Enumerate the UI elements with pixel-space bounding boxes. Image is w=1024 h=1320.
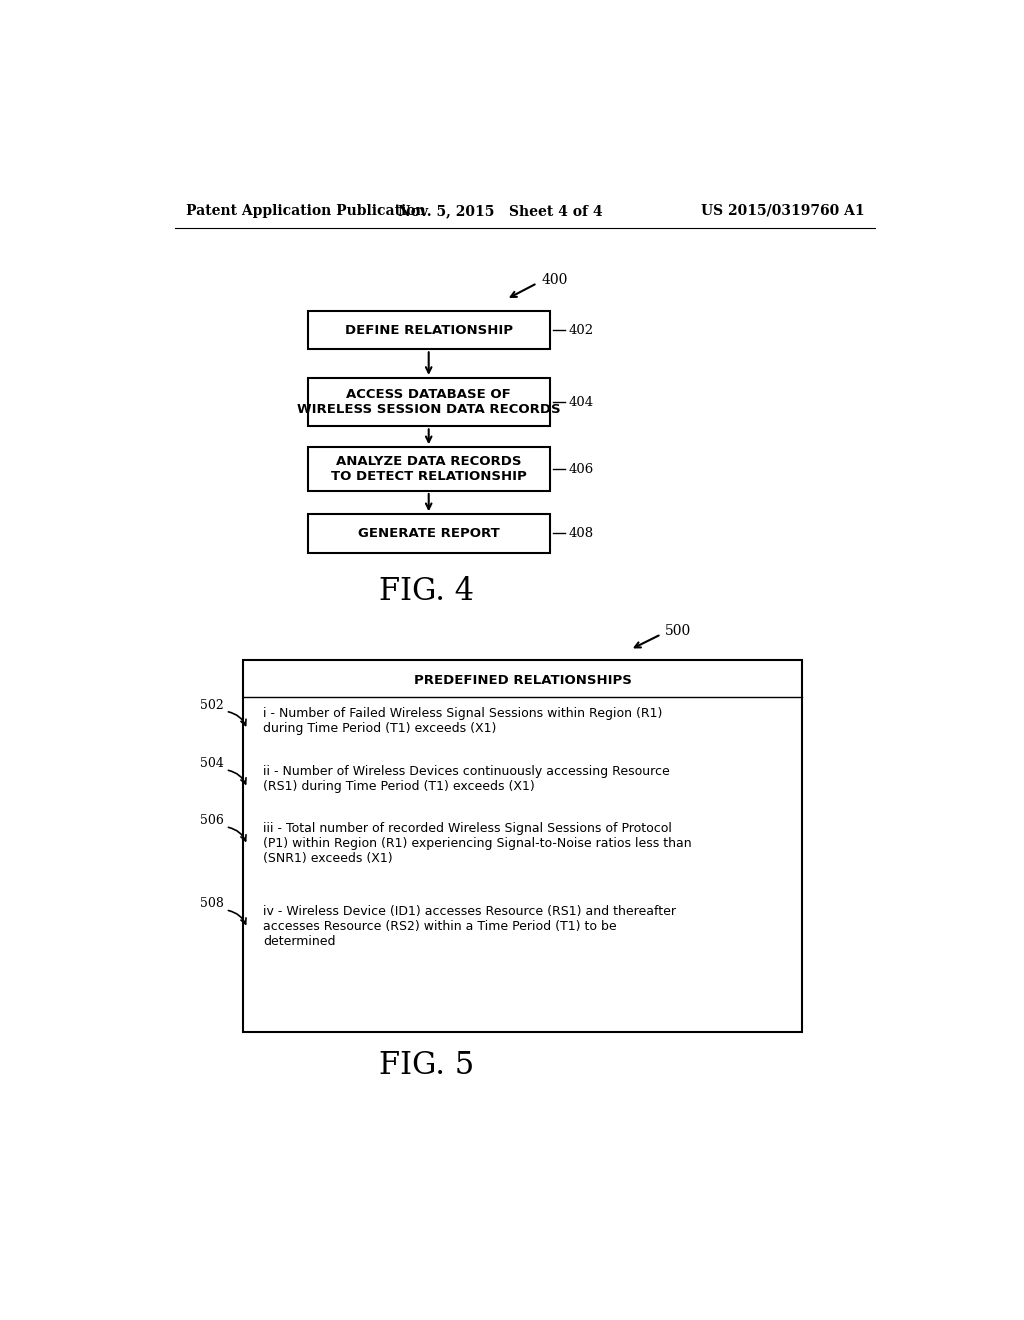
Text: Patent Application Publication: Patent Application Publication <box>186 203 426 218</box>
Text: 404: 404 <box>568 396 593 409</box>
Text: 402: 402 <box>568 323 593 337</box>
Text: i - Number of Failed Wireless Signal Sessions within Region (R1)
during Time Per: i - Number of Failed Wireless Signal Ses… <box>263 706 663 735</box>
Text: Nov. 5, 2015   Sheet 4 of 4: Nov. 5, 2015 Sheet 4 of 4 <box>397 203 602 218</box>
Bar <box>308 515 550 553</box>
Text: 400: 400 <box>541 273 567 286</box>
Text: 502: 502 <box>201 698 224 711</box>
Bar <box>308 312 550 350</box>
Text: iv - Wireless Device (ID1) accesses Resource (RS1) and thereafter
accesses Resou: iv - Wireless Device (ID1) accesses Reso… <box>263 906 676 948</box>
Text: 408: 408 <box>568 527 593 540</box>
Bar <box>308 378 550 426</box>
Text: FIG. 5: FIG. 5 <box>379 1049 474 1081</box>
Text: 500: 500 <box>665 624 691 638</box>
Text: DEFINE RELATIONSHIP: DEFINE RELATIONSHIP <box>345 323 513 337</box>
Text: ANALYZE DATA RECORDS
TO DETECT RELATIONSHIP: ANALYZE DATA RECORDS TO DETECT RELATIONS… <box>331 455 526 483</box>
Text: 406: 406 <box>568 462 594 475</box>
Text: US 2015/0319760 A1: US 2015/0319760 A1 <box>700 203 864 218</box>
Text: ACCESS DATABASE OF
WIRELESS SESSION DATA RECORDS: ACCESS DATABASE OF WIRELESS SESSION DATA… <box>297 388 560 416</box>
Text: 506: 506 <box>201 814 224 828</box>
Text: FIG. 4: FIG. 4 <box>379 576 474 607</box>
Text: 504: 504 <box>201 758 224 770</box>
Text: PREDEFINED RELATIONSHIPS: PREDEFINED RELATIONSHIPS <box>414 675 632 686</box>
Bar <box>308 447 550 491</box>
Text: 508: 508 <box>201 898 224 911</box>
Text: iii - Total number of recorded Wireless Signal Sessions of Protocol
(P1) within : iii - Total number of recorded Wireless … <box>263 822 691 865</box>
Bar <box>243 660 802 1032</box>
Text: ii - Number of Wireless Devices continuously accessing Resource
(RS1) during Tim: ii - Number of Wireless Devices continuo… <box>263 766 670 793</box>
Text: GENERATE REPORT: GENERATE REPORT <box>357 527 500 540</box>
